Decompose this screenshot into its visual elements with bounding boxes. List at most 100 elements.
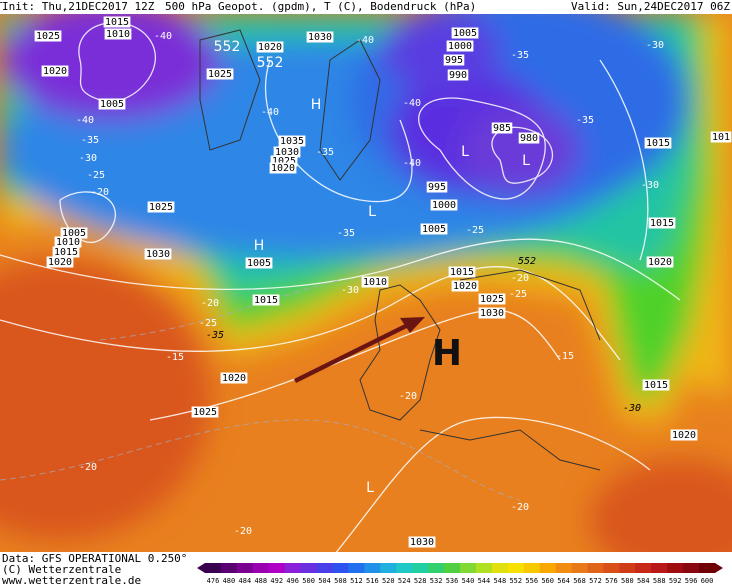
isobar-label: 1020 [222, 373, 246, 384]
isobars [0, 21, 681, 552]
label-box [451, 27, 479, 39]
colorbar-swatch [667, 563, 684, 573]
label-box [306, 31, 334, 43]
isobar-label: 1025 [480, 294, 504, 305]
colorbar-label: 584 [637, 577, 650, 585]
isobar-label: 1020 [258, 42, 282, 53]
temperature-label: -20 [91, 187, 109, 198]
label-box [144, 248, 172, 260]
isobar-label: 1000 [448, 41, 472, 52]
colorbar-label: 484 [239, 577, 252, 585]
website: www.wetterzentrale.de [2, 574, 141, 587]
pressure-center: H [432, 333, 462, 374]
temperature-label: -20 [79, 462, 97, 473]
isobar-label: 995 [445, 55, 463, 66]
colorbar-swatch [460, 563, 477, 573]
label-box [518, 132, 540, 144]
isobar-label: 1000 [432, 200, 456, 211]
label-box [447, 69, 469, 81]
label-box [448, 266, 476, 278]
isobar-label: 1025 [272, 156, 296, 167]
colorbar-label: 496 [286, 577, 299, 585]
colorbar-label: 548 [494, 577, 507, 585]
isobar-label: 1015 [54, 247, 78, 258]
isobar-label: 1020 [672, 430, 696, 441]
isobar-label: 1025 [36, 31, 60, 42]
colorbar-label: 480 [223, 577, 236, 585]
label-box [361, 276, 389, 288]
colorbar-label: 580 [621, 577, 634, 585]
temperature-label: -35 [337, 228, 355, 239]
isobar-label: 1005 [422, 224, 446, 235]
isobar-label: 995 [428, 182, 446, 193]
label-box [98, 98, 126, 110]
colorbar-swatch [236, 563, 254, 573]
colorbar-label: 596 [685, 577, 698, 585]
colorbar-label: 552 [509, 577, 522, 585]
colorbar-label: 568 [573, 577, 586, 585]
isobar-label: 1020 [43, 66, 67, 77]
isobar-label: 1015 [105, 17, 129, 28]
isobar-label: 1025 [149, 202, 173, 213]
colorbar-label: 564 [557, 577, 570, 585]
colorbar-swatch [635, 563, 652, 573]
label-box [60, 227, 88, 239]
isobar-label: 1005 [100, 99, 124, 110]
height-label: -30 [623, 403, 641, 414]
label-box [446, 40, 474, 52]
isobar-label: 1025 [193, 407, 217, 418]
label-box [52, 246, 80, 258]
temperature-label: -40 [76, 115, 94, 126]
colorbar-swatch [300, 563, 318, 573]
pressure-center: H [311, 97, 322, 113]
data-source: Data: GFS OPERATIONAL 0.250° [2, 552, 187, 565]
colorbar-label: 588 [653, 577, 666, 585]
label-box [103, 16, 131, 28]
height-label: -35 [206, 330, 224, 341]
isobar-label: L [0, 0, 3, 6]
colorbar-swatch [523, 563, 541, 573]
label-box [670, 429, 698, 441]
isobar-label: 1015 [450, 267, 474, 278]
pressure-center: L [368, 204, 376, 220]
colorbar-arrow-right [715, 563, 723, 573]
label-box [54, 236, 82, 248]
temperature-label: -40 [356, 35, 374, 46]
colorbar-swatch [507, 563, 525, 573]
label-box [648, 217, 676, 229]
colorbar-label: 572 [589, 577, 602, 585]
colorbar-label: 576 [605, 577, 618, 585]
temperature-label: -20 [511, 502, 529, 513]
colorbar-swatch [205, 563, 222, 573]
label-box [420, 223, 448, 235]
colorbar-label: 520 [382, 577, 395, 585]
temperature-label: -40 [403, 158, 421, 169]
isobar-label: 990 [449, 70, 467, 81]
colorbar-swatch [651, 563, 668, 573]
temperature-label: -40 [261, 107, 279, 118]
colorbar-label: 560 [541, 577, 554, 585]
label-box [646, 256, 674, 268]
isobar-label: 1010 [106, 29, 130, 40]
label-box [408, 536, 436, 548]
isobar-label: 1035 [280, 136, 304, 147]
colorbar-swatch [396, 563, 413, 573]
isobar-label: 1020 [648, 257, 672, 268]
colorbar-swatch [491, 563, 509, 573]
colorbar-swatch [252, 563, 270, 573]
coastlines [199, 29, 601, 471]
colorbar: 476 480 484 488 492 496 500 504 508 512 516 520 524 5… [197, 563, 723, 585]
label-box [46, 256, 74, 268]
valid-time: Valid: Sun,24DEC2017 06Z [571, 0, 730, 13]
copyright: (C) Wetterzentrale [2, 563, 121, 576]
map-title: 500 hPa Geopot. (gpdm), T (C), Bodendruc… [165, 0, 476, 13]
colorbar-label: 500 [302, 577, 315, 585]
colorbar-label: 592 [669, 577, 682, 585]
label-box [269, 162, 297, 174]
label-box [478, 307, 506, 319]
temperature-label: -25 [87, 170, 105, 181]
temperature-label: -25 [199, 318, 217, 329]
colorbar-swatch [364, 563, 381, 573]
